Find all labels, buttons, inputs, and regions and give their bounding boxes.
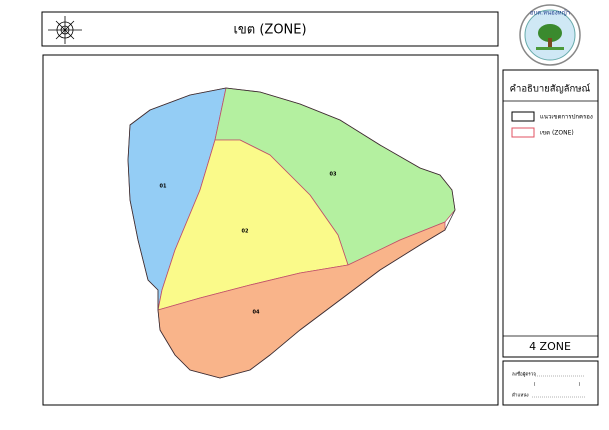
logo: อบต.หนองหญ้า — [519, 4, 581, 66]
legend-symbol — [511, 127, 535, 138]
admin-boundary — [127, 87, 456, 379]
title-box — [41, 11, 499, 47]
compass — [48, 16, 82, 44]
zone-label: 03 — [330, 172, 337, 178]
signature-box — [502, 360, 599, 406]
signature-inspector: ลงชื่อผู้ตรวจ — [512, 371, 536, 378]
title: เขต (ZONE) — [233, 23, 306, 38]
zone-count: 4 ZONE — [529, 340, 571, 353]
signature-name: ( ) — [534, 382, 581, 388]
zone-label: 02 — [242, 229, 249, 235]
legend-symbol — [511, 111, 535, 122]
zone-label: 04 — [253, 310, 260, 316]
logo-text: อบต.หนองหญ้า — [530, 10, 570, 17]
zone-label: 01 — [160, 184, 167, 190]
legend-label: เขต (ZONE) — [540, 130, 574, 137]
signature-position: ตำแหน่ง — [512, 392, 529, 399]
legend-title: คำอธิบายสัญลักษณ์ — [510, 83, 591, 95]
legend-box — [502, 69, 599, 358]
legend-label: แนวเขตการปกครอง — [540, 114, 593, 121]
